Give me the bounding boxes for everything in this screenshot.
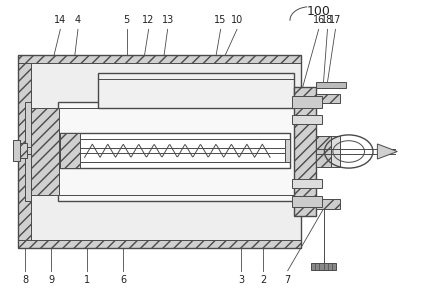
- Bar: [58, 102, 301, 201]
- Bar: [19, 143, 27, 158]
- Bar: [315, 94, 340, 103]
- Bar: [285, 139, 290, 162]
- Bar: [292, 196, 322, 207]
- Bar: [18, 55, 301, 248]
- Text: 2: 2: [260, 275, 267, 285]
- Text: 17: 17: [329, 15, 342, 25]
- Bar: [18, 55, 301, 63]
- Text: 13: 13: [162, 15, 174, 25]
- Bar: [331, 136, 340, 167]
- Bar: [311, 263, 336, 270]
- Bar: [98, 73, 294, 108]
- Bar: [292, 115, 322, 124]
- Text: 3: 3: [238, 275, 245, 285]
- Text: 8: 8: [22, 275, 28, 285]
- Bar: [31, 63, 301, 240]
- Bar: [315, 199, 340, 209]
- Bar: [315, 82, 346, 88]
- Bar: [25, 102, 31, 201]
- Text: 1: 1: [84, 275, 90, 285]
- Text: 9: 9: [48, 275, 54, 285]
- Bar: [60, 133, 80, 168]
- Text: 12: 12: [143, 15, 155, 25]
- Text: 15: 15: [214, 15, 227, 25]
- Bar: [13, 140, 20, 161]
- Bar: [31, 108, 59, 195]
- Bar: [18, 55, 31, 248]
- Text: 4: 4: [75, 15, 81, 25]
- Text: 18: 18: [321, 15, 334, 25]
- Bar: [60, 133, 290, 168]
- Text: 14: 14: [54, 15, 66, 25]
- Text: 100: 100: [307, 5, 330, 18]
- Bar: [294, 87, 315, 216]
- Bar: [315, 136, 331, 167]
- Text: 5: 5: [124, 15, 130, 25]
- Bar: [292, 96, 322, 108]
- Bar: [292, 179, 322, 188]
- Text: 7: 7: [284, 275, 291, 285]
- Text: 10: 10: [231, 15, 243, 25]
- Text: 6: 6: [120, 275, 127, 285]
- Bar: [18, 240, 301, 248]
- Polygon shape: [377, 144, 397, 159]
- Text: 16: 16: [312, 15, 325, 25]
